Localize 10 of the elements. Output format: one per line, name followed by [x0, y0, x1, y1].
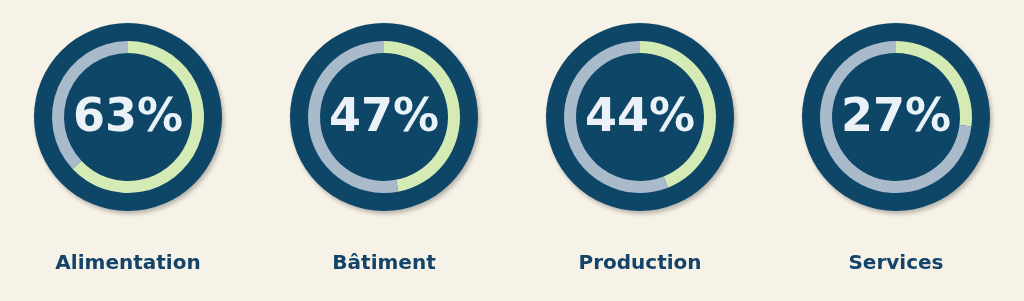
- data-label: 47%: [328, 88, 440, 142]
- text: Bâtiment: [332, 250, 437, 274]
- text: Production: [578, 250, 702, 274]
- data-label: 44%: [584, 88, 696, 142]
- text: Alimentation: [55, 250, 201, 274]
- donut-slice: [820, 41, 972, 193]
- data-label: 27%: [840, 88, 952, 142]
- donut-slice: [72, 41, 204, 193]
- data-label: 63%: [72, 88, 184, 142]
- text: Services: [848, 250, 944, 274]
